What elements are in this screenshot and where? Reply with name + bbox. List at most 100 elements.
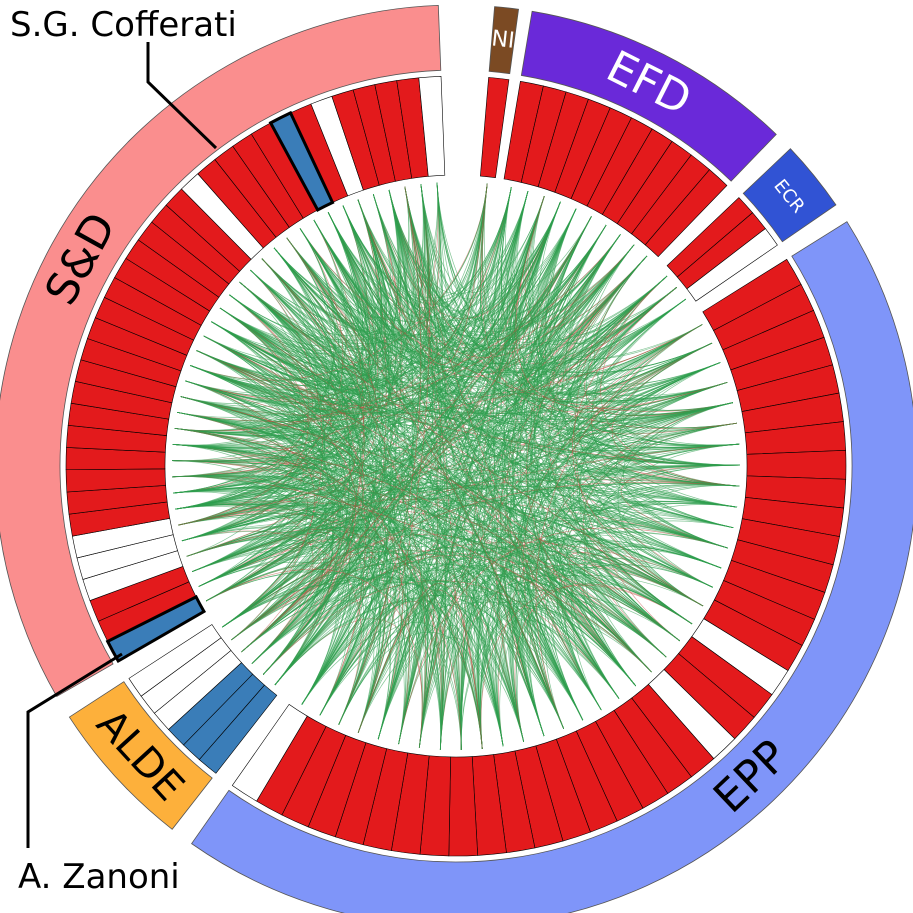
disagreement-edge — [251, 237, 365, 664]
member-segment-efd — [644, 169, 728, 258]
agreement-edge — [175, 228, 335, 510]
agreement-edge — [175, 503, 525, 742]
agreement-edge — [222, 577, 504, 747]
disagreement-edge — [241, 216, 592, 653]
agreement-edge — [525, 208, 602, 711]
agreement-edge — [172, 444, 729, 549]
agreement-edge — [222, 482, 740, 628]
agreement-edge — [205, 569, 565, 729]
agreement-edge — [203, 335, 334, 675]
agreement-edge — [484, 183, 704, 607]
agreement-edge — [261, 258, 381, 733]
agreement-edge — [250, 269, 667, 658]
agreement-edge — [398, 182, 444, 745]
agreement-edge — [299, 201, 561, 358]
disagreement-edge — [480, 585, 693, 749]
disagreement-edge — [172, 460, 411, 745]
agreement-edge — [342, 191, 529, 368]
agreement-edge — [192, 342, 713, 572]
agreement-edge — [388, 189, 668, 355]
agreement-edge — [172, 307, 296, 461]
agreement-edge — [251, 199, 397, 664]
agreement-edge — [372, 194, 584, 721]
agreement-edge — [460, 183, 488, 751]
agreement-edge — [388, 189, 693, 625]
agreement-edge — [262, 579, 483, 749]
agreement-edge — [174, 427, 565, 729]
agreement-edge — [181, 486, 738, 542]
agreement-edge — [190, 184, 426, 392]
agreement-edge — [274, 464, 741, 686]
agreement-edge — [273, 247, 545, 737]
agreement-edge — [327, 212, 621, 336]
agreement-edge — [192, 526, 652, 673]
agreement-edge — [219, 307, 412, 740]
agreement-edge — [274, 255, 648, 686]
agreement-edge — [342, 201, 561, 321]
callouts: S.G. Cofferati A. Zanoni — [10, 5, 237, 897]
agreement-edge — [527, 557, 681, 721]
agreement-edge — [173, 487, 443, 750]
disagreement-edge — [196, 258, 371, 409]
agreement-edge — [460, 324, 703, 751]
agreement-edge — [313, 219, 722, 569]
agreement-edge — [560, 484, 740, 711]
member-segment-epp — [231, 703, 308, 802]
agreement-edge — [172, 224, 607, 461]
agreement-edge — [319, 208, 577, 716]
agreement-edge — [180, 186, 410, 404]
disagreement-edge — [239, 281, 704, 607]
agreement-edge — [175, 212, 359, 510]
agreement-edge — [173, 228, 337, 494]
agreement-edge — [515, 617, 584, 737]
agreement-edge — [319, 589, 681, 716]
disagreement-edge — [172, 187, 512, 461]
agreement-edge — [239, 183, 488, 357]
group-label-ni: NI — [490, 26, 516, 53]
agreement-edge — [564, 298, 733, 426]
callout-line-zanoni — [26, 652, 123, 848]
agreement-edge — [205, 281, 366, 602]
agreement-edge — [172, 444, 360, 664]
agreement-edge — [273, 247, 741, 466]
agreement-edge — [622, 402, 733, 549]
member-segment-alde — [128, 624, 222, 697]
group-band-epp — [191, 221, 913, 913]
agreement-edge — [203, 205, 388, 391]
agreement-edge — [181, 255, 648, 542]
callout-label-zanoni: A. Zanoni — [18, 857, 180, 897]
agreement-edge — [219, 307, 713, 413]
agreement-edge — [181, 307, 325, 542]
disagreement-edge — [357, 583, 483, 749]
agreement-edge — [186, 362, 721, 557]
agreement-edge — [313, 219, 687, 370]
agreement-edge — [531, 201, 668, 346]
agreement-edge — [239, 281, 565, 729]
agreement-edge — [177, 411, 740, 487]
member-ring — [65, 75, 847, 857]
agreement-edge — [205, 381, 728, 602]
agreement-edge — [178, 205, 366, 526]
member-segment-sd — [418, 75, 446, 177]
agreement-edge — [377, 569, 525, 742]
agreement-edge — [313, 219, 703, 392]
agreement-edge — [327, 212, 602, 711]
agreement-edge — [198, 402, 733, 587]
agreement-edge — [177, 208, 577, 418]
agreement-edge — [196, 350, 734, 529]
agreement-edge — [372, 194, 704, 607]
agreement-edge — [174, 247, 333, 433]
agreement-edge — [501, 187, 733, 416]
member-segment-ni — [480, 77, 510, 179]
highlighted-member-outline — [105, 594, 207, 664]
agreement-edge — [198, 183, 488, 587]
agreement-edge — [241, 402, 733, 653]
agreement-edge — [404, 186, 561, 354]
agreement-edge — [172, 460, 351, 716]
agreement-edge — [418, 576, 652, 748]
highlighted-member-outline — [268, 110, 335, 213]
agreement-edge — [231, 577, 584, 721]
agreement-edge — [513, 201, 713, 588]
agreement-edge — [492, 191, 565, 729]
